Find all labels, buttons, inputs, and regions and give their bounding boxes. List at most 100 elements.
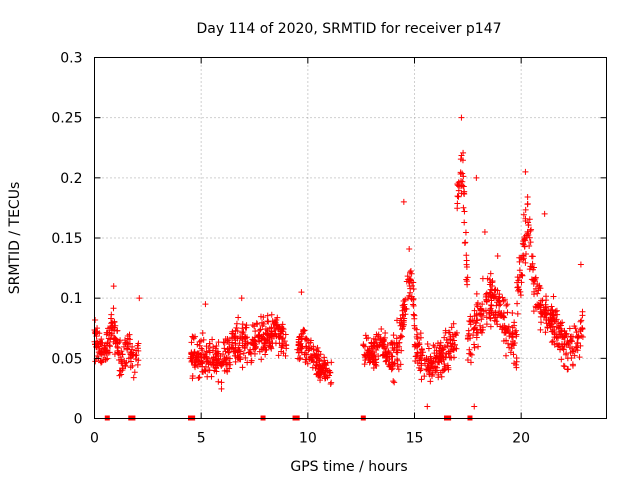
data-point xyxy=(241,344,248,351)
data-point xyxy=(225,349,232,356)
data-point xyxy=(269,340,276,347)
data-point xyxy=(494,253,501,260)
data-point xyxy=(235,314,242,321)
data-point xyxy=(436,348,443,355)
data-point xyxy=(496,308,503,315)
data-point xyxy=(232,358,239,365)
data-point xyxy=(559,319,566,326)
data-point xyxy=(414,352,421,359)
data-point xyxy=(275,352,282,359)
data-point xyxy=(463,278,470,285)
data-point xyxy=(492,309,499,316)
data-point xyxy=(460,149,467,156)
data-point xyxy=(566,325,573,332)
data-point xyxy=(534,290,541,297)
data-point xyxy=(271,319,278,326)
data-point xyxy=(195,374,202,381)
data-point xyxy=(408,277,415,284)
data-point xyxy=(119,351,126,358)
data-point xyxy=(258,356,265,363)
data-point xyxy=(232,353,239,360)
data-point xyxy=(224,345,231,352)
data-point xyxy=(477,322,484,329)
data-point xyxy=(295,355,302,362)
data-point xyxy=(109,319,116,326)
data-point xyxy=(268,311,275,318)
data-point xyxy=(196,374,203,381)
data-point xyxy=(459,170,466,177)
data-point xyxy=(431,344,438,351)
data-point xyxy=(539,297,546,304)
data-point xyxy=(119,365,126,372)
data-point xyxy=(130,374,137,381)
data-point xyxy=(513,331,520,338)
data-point xyxy=(203,343,210,350)
data-point xyxy=(549,327,556,334)
data-point xyxy=(395,366,402,373)
data-point xyxy=(463,257,470,264)
data-point xyxy=(424,366,431,373)
data-point xyxy=(264,337,271,344)
data-point xyxy=(404,295,411,302)
data-point xyxy=(245,349,252,356)
x-tick-label: 10 xyxy=(299,431,317,447)
data-point xyxy=(200,351,207,358)
data-point xyxy=(317,377,324,384)
data-point xyxy=(558,356,565,363)
data-point xyxy=(467,350,474,357)
data-point xyxy=(405,276,412,283)
data-point xyxy=(201,367,208,374)
data-point xyxy=(468,351,475,358)
data-point xyxy=(529,260,536,267)
data-point xyxy=(215,339,222,346)
data-point xyxy=(425,364,432,371)
data-point xyxy=(264,312,271,319)
data-point xyxy=(305,340,312,347)
data-point xyxy=(213,353,220,360)
data-point xyxy=(457,177,464,184)
y-tick-label: 0.3 xyxy=(60,51,82,67)
data-point xyxy=(553,316,560,323)
data-point xyxy=(513,355,520,362)
data-point xyxy=(542,329,549,336)
data-point xyxy=(242,354,249,361)
data-point xyxy=(574,347,581,354)
data-point xyxy=(464,357,471,364)
data-point xyxy=(99,339,106,346)
data-point xyxy=(524,194,531,201)
data-point xyxy=(361,361,368,368)
data-point xyxy=(550,293,557,300)
data-point xyxy=(234,347,241,354)
data-point xyxy=(458,190,465,197)
data-point xyxy=(232,333,239,340)
data-point xyxy=(445,364,452,371)
data-point xyxy=(208,355,215,362)
data-point xyxy=(524,228,531,235)
y-tick-label: 0.15 xyxy=(51,231,82,247)
data-point xyxy=(190,352,197,359)
data-point xyxy=(97,357,104,364)
data-point xyxy=(388,353,395,360)
data-point xyxy=(379,338,386,345)
data-point xyxy=(252,343,259,350)
data-point xyxy=(440,356,447,363)
data-point xyxy=(191,358,198,365)
data-point xyxy=(315,365,322,372)
data-point xyxy=(380,352,387,359)
data-point xyxy=(295,349,302,356)
data-point xyxy=(511,360,518,367)
data-point xyxy=(302,359,309,366)
data-point xyxy=(328,379,335,386)
data-point xyxy=(479,301,486,308)
data-point xyxy=(525,221,532,228)
data-point xyxy=(238,295,245,302)
data-point xyxy=(296,356,303,363)
data-point xyxy=(266,340,273,347)
data-point xyxy=(577,342,584,349)
data-point xyxy=(451,337,458,344)
data-point xyxy=(529,253,536,260)
data-point xyxy=(261,340,268,347)
data-point xyxy=(130,351,137,358)
data-point xyxy=(474,303,481,310)
